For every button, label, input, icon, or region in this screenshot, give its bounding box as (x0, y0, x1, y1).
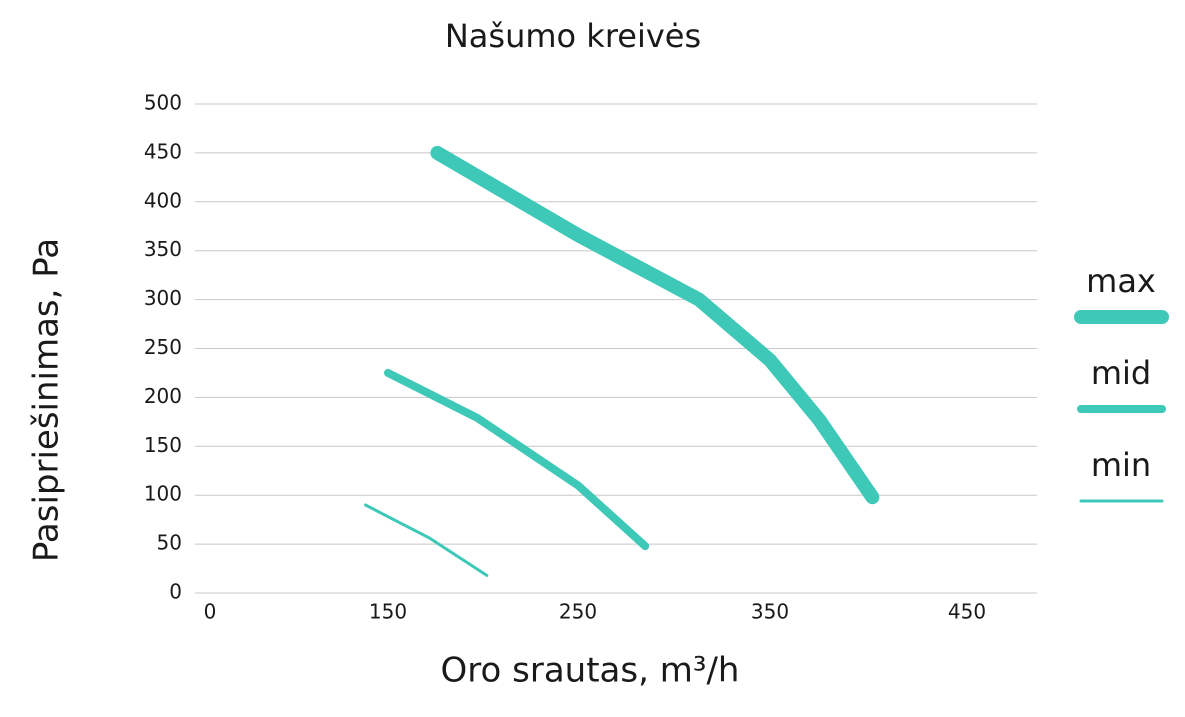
legend-label: mid (1091, 354, 1151, 392)
legend-label: min (1091, 446, 1151, 484)
series-line (364, 503, 489, 577)
y-tick-label: 150 (144, 433, 182, 457)
y-tick-label: 500 (144, 91, 182, 115)
y-tick-label: 250 (144, 335, 182, 359)
y-tick-label: 0 (169, 580, 182, 604)
y-tick-label: 100 (144, 482, 182, 506)
series-line (384, 368, 650, 551)
y-tick-label: 350 (144, 237, 182, 261)
y-tick-label: 450 (144, 139, 182, 163)
x-tick-label: 150 (369, 600, 407, 624)
x-tick-label: 450 (948, 600, 986, 624)
chart-title: Našumo kreivės (445, 17, 701, 55)
x-tick-label: 250 (559, 600, 597, 624)
x-tick-label: 0 (204, 600, 217, 624)
y-tick-label: 50 (157, 531, 182, 555)
y-tick-label: 200 (144, 384, 182, 408)
legend-label: max (1086, 262, 1156, 300)
y-tick-label: 300 (144, 286, 182, 310)
y-axis-label: Pasipriešinimas, Pa (27, 238, 67, 562)
y-tick-label: 400 (144, 188, 182, 212)
x-tick-label: 350 (751, 600, 789, 624)
series-line (430, 145, 880, 505)
x-axis-label: Oro srautas, m³/h (441, 651, 740, 691)
